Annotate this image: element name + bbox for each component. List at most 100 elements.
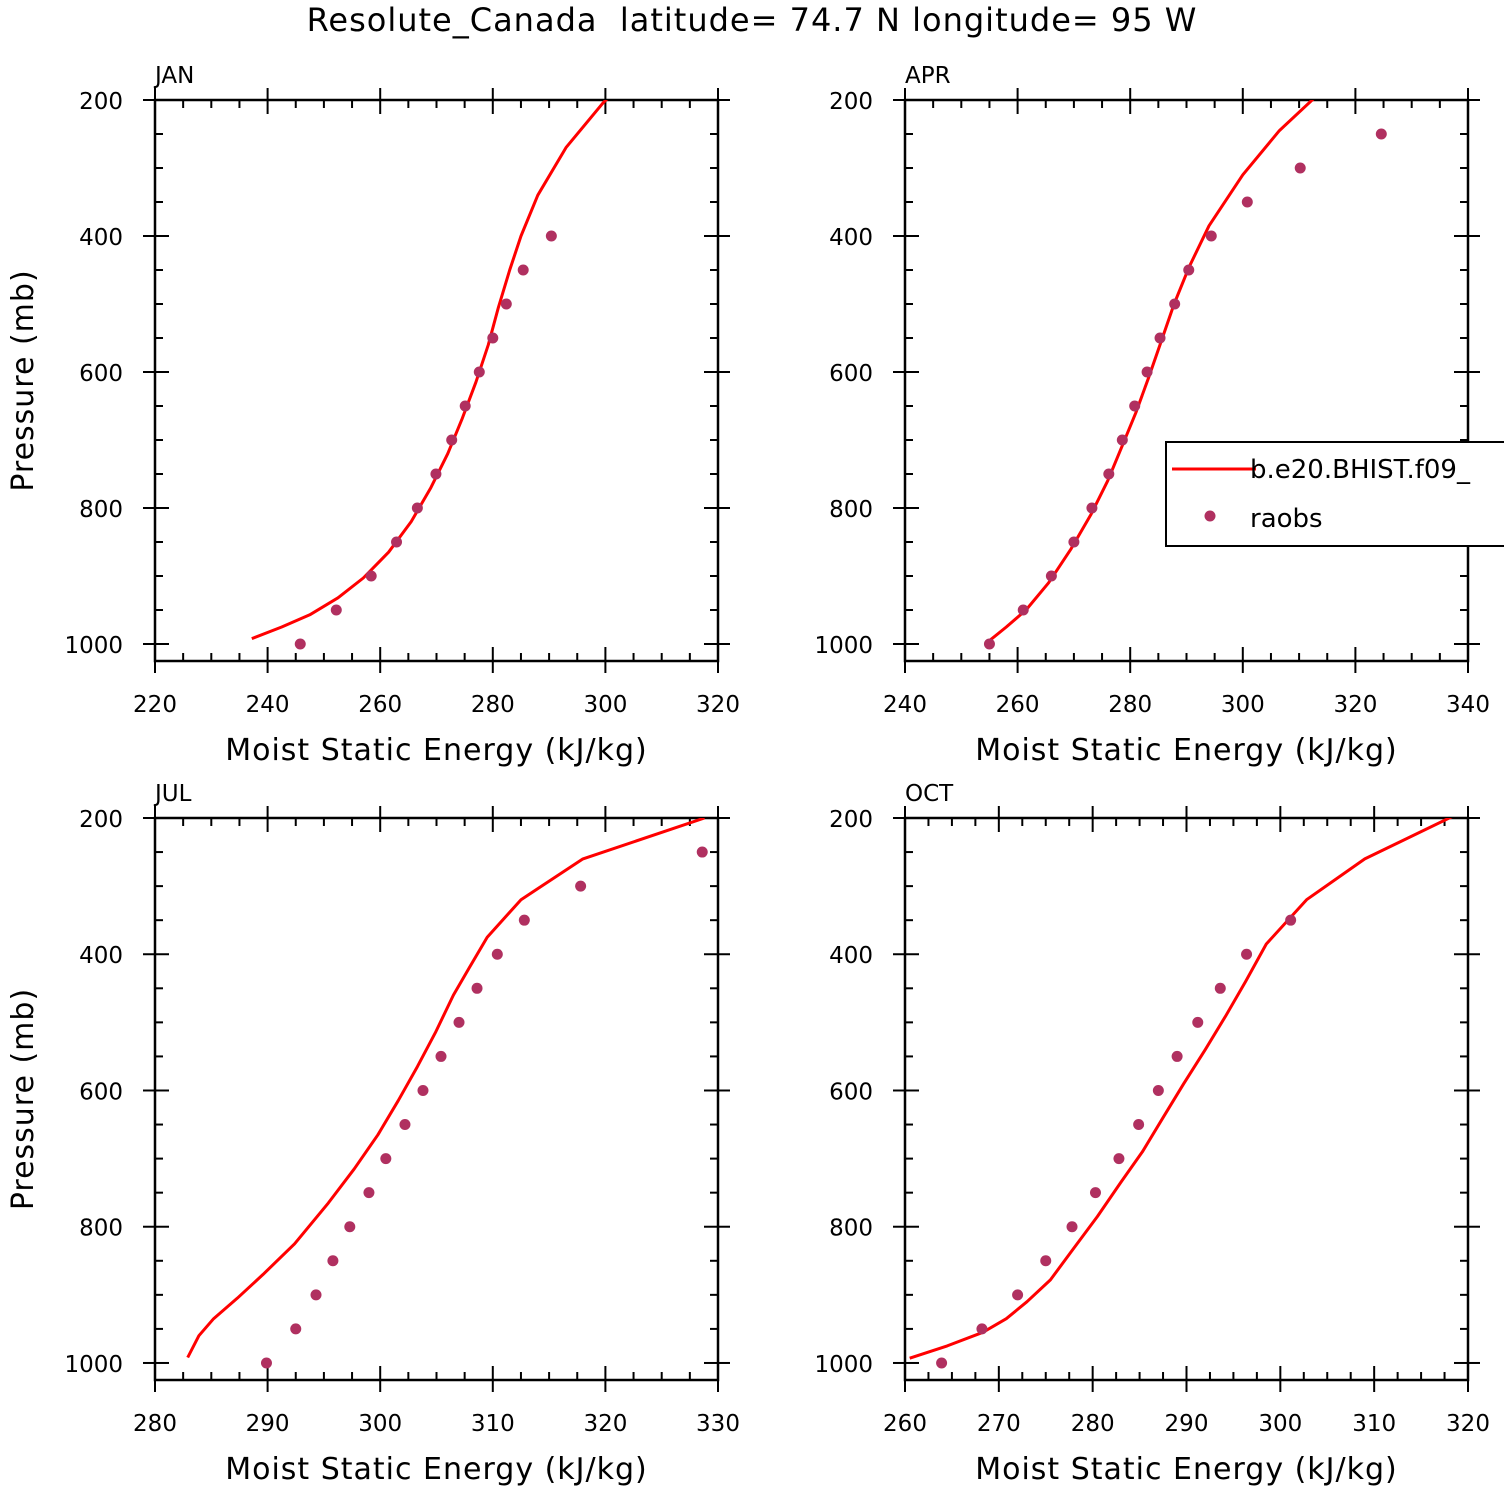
- raobs-point: [1241, 948, 1253, 960]
- raobs-point: [1285, 914, 1297, 926]
- x-tick-label: 340: [1446, 692, 1490, 718]
- x-tick-label: 310: [1352, 1411, 1396, 1437]
- raobs-point: [399, 1119, 411, 1131]
- raobs-point: [545, 230, 557, 242]
- raobs-point: [487, 332, 499, 344]
- x-tick-label: 290: [1165, 1411, 1209, 1437]
- y-tick-label: 1000: [64, 1352, 123, 1378]
- raobs-point: [491, 948, 503, 960]
- x-tick-label: 280: [1071, 1411, 1115, 1437]
- x-tick-label: 280: [133, 1411, 177, 1437]
- raobs-point: [363, 1187, 375, 1199]
- y-tick-label: 1000: [814, 633, 873, 659]
- x-tick-label: 320: [1333, 692, 1377, 718]
- raobs-point: [1045, 570, 1057, 582]
- y-tick-label: 600: [79, 361, 123, 387]
- data-layer: [909, 818, 1453, 1369]
- raobs-point: [430, 468, 442, 480]
- y-tick-label: 200: [829, 89, 873, 115]
- raobs-point: [1154, 332, 1166, 344]
- raobs-point: [260, 1357, 272, 1369]
- x-axis-title: Moist Static Energy (kJ/kg): [975, 1452, 1398, 1487]
- raobs-point: [517, 264, 529, 276]
- raobs-point: [518, 914, 530, 926]
- raobs-point: [1068, 536, 1080, 548]
- legend-model-label: b.e20.BHIST.f09_: [1250, 455, 1471, 485]
- x-tick-label: 320: [696, 692, 740, 718]
- raobs-point: [1113, 1153, 1125, 1165]
- y-tick-label: 600: [829, 1079, 873, 1105]
- x-tick-label: 280: [471, 692, 515, 718]
- y-tick-label: 400: [79, 225, 123, 251]
- x-tick-label: 320: [583, 1411, 627, 1437]
- y-tick-label: 200: [79, 807, 123, 833]
- raobs-point: [976, 1323, 988, 1335]
- raobs-point: [473, 366, 485, 378]
- y-tick-label: 200: [829, 807, 873, 833]
- x-tick-label: 300: [1258, 1411, 1302, 1437]
- panel-oct: 200 400 600 800 1000 260 270 280 290 300 310 320 Moi…: [814, 781, 1490, 1487]
- raobs-point: [1152, 1084, 1164, 1096]
- data-layer: [186, 818, 708, 1369]
- model-series-line: [186, 818, 705, 1359]
- x-tick-label: 260: [883, 1411, 927, 1437]
- raobs-point: [310, 1289, 322, 1301]
- raobs-point: [1192, 1016, 1204, 1028]
- x-tick-label: 300: [1221, 692, 1265, 718]
- panel-apr: 200 400 600 800 1000 240 260 280 300 320 340 Moist …: [814, 63, 1490, 768]
- y-tick-label: 600: [79, 1079, 123, 1105]
- plot-frame: [903, 816, 1470, 1382]
- raobs-point: [417, 1084, 429, 1096]
- plot-frame: [903, 98, 1470, 663]
- raobs-point: [435, 1050, 447, 1062]
- raobs-point: [459, 400, 471, 412]
- raobs-point: [983, 638, 995, 650]
- raobs-point: [1103, 468, 1115, 480]
- raobs-point: [1116, 434, 1128, 446]
- figure-title: Resolute_Canada latitude= 74.7 N longitu…: [306, 1, 1198, 39]
- y-tick-label: 1000: [814, 1352, 873, 1378]
- panel-label: APR: [905, 63, 951, 89]
- model-series-line: [988, 100, 1315, 642]
- raobs-point: [471, 982, 483, 994]
- panel-label: JAN: [153, 63, 194, 89]
- model-series-line: [909, 818, 1453, 1360]
- raobs-point: [453, 1016, 465, 1028]
- raobs-point: [696, 846, 708, 858]
- raobs-point: [1012, 1289, 1024, 1301]
- y-tick-label: 600: [829, 361, 873, 387]
- x-tick-label: 240: [246, 692, 290, 718]
- raobs-point: [330, 604, 342, 616]
- x-tick-label: 280: [1108, 692, 1152, 718]
- x-tick-label: 330: [696, 1411, 740, 1437]
- x-axis-title: Moist Static Energy (kJ/kg): [225, 1452, 648, 1487]
- raobs-point: [1294, 162, 1306, 174]
- y-axis-title: Pressure (mb): [6, 988, 41, 1210]
- x-axis-title: Moist Static Energy (kJ/kg): [975, 733, 1398, 768]
- raobs-point: [1017, 604, 1029, 616]
- raobs-point: [936, 1357, 948, 1369]
- legend-raobs-swatch: [1204, 510, 1216, 522]
- panel-jul: 200 400 600 800 1000 280 290 300 310 320 330 Moist …: [6, 781, 740, 1487]
- model-series-line: [251, 100, 609, 640]
- raobs-point: [1241, 196, 1253, 208]
- x-tick-label: 260: [358, 692, 402, 718]
- raobs-point: [1214, 982, 1226, 994]
- panel-label: JUL: [153, 781, 192, 807]
- x-axis-title: Moist Static Energy (kJ/kg): [225, 733, 648, 768]
- raobs-point: [380, 1153, 392, 1165]
- legend-box: [1165, 441, 1504, 547]
- raobs-point: [1066, 1221, 1078, 1233]
- raobs-point: [1129, 400, 1141, 412]
- legend-raobs-label: raobs: [1250, 504, 1323, 534]
- raobs-point: [1205, 230, 1217, 242]
- legend: b.e20.BHIST.f09_raobs: [1165, 441, 1504, 547]
- x-tick-label: 270: [977, 1411, 1021, 1437]
- raobs-point: [1375, 128, 1387, 140]
- raobs-point: [446, 434, 458, 446]
- y-tick-label: 200: [79, 89, 123, 115]
- x-tick-label: 320: [1446, 1411, 1490, 1437]
- raobs-point: [327, 1255, 339, 1267]
- panel-label: OCT: [905, 781, 954, 807]
